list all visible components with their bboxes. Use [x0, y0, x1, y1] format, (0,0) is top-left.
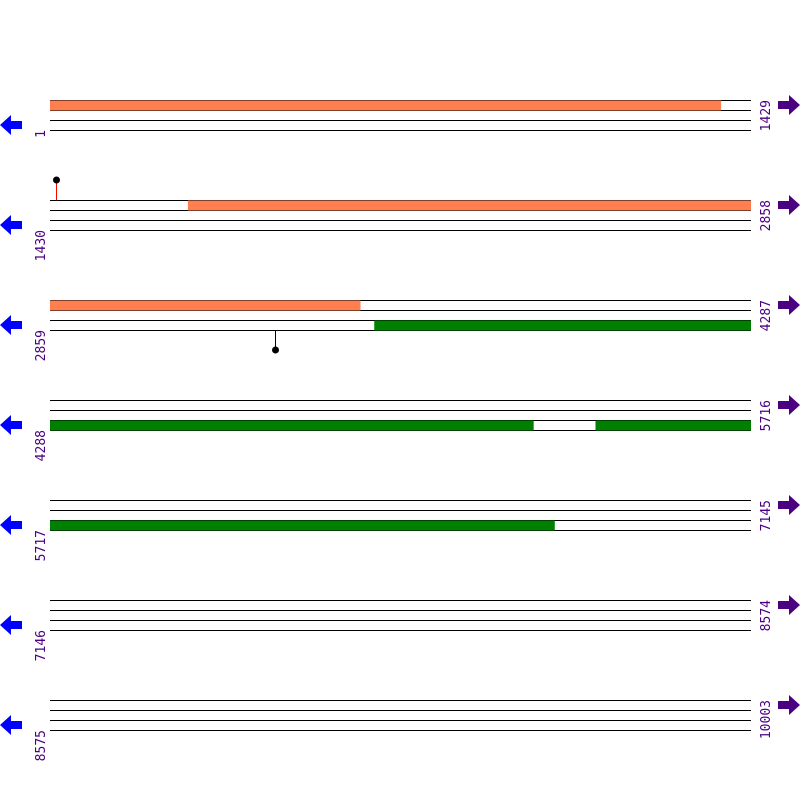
- feature-green-bar: [374, 320, 751, 331]
- arrow-right-icon: [778, 495, 800, 515]
- arrow-right-icon: [778, 695, 800, 715]
- row-end-label: 1429: [759, 100, 774, 131]
- feature-orange-bar: [187, 200, 752, 211]
- feature-orange-bar: [50, 300, 361, 311]
- arrow-right-icon: [778, 295, 800, 315]
- arrow-right-icon: [778, 595, 800, 615]
- row-start-label: 1: [34, 130, 49, 138]
- row-start-label: 1430: [34, 230, 49, 261]
- arrow-left-icon: [0, 415, 22, 435]
- arrow-left-icon: [0, 615, 22, 635]
- row-start-label: 5717: [34, 530, 49, 561]
- arrow-left-icon: [0, 215, 22, 235]
- feature-orange-bar: [50, 100, 722, 111]
- feature-green-bar: [50, 520, 555, 531]
- feature-green-bar: [50, 420, 534, 431]
- marker-dot: [272, 346, 279, 354]
- arrow-right-icon: [778, 395, 800, 415]
- row-start-label: 8575: [34, 730, 49, 761]
- row-end-label: 7145: [759, 500, 774, 531]
- row-end-label: 10003: [759, 700, 774, 739]
- marker-dot: [53, 176, 60, 184]
- row-start-label: 7146: [34, 630, 49, 661]
- arrow-left-icon: [0, 315, 22, 335]
- row-end-label: 5716: [759, 400, 774, 431]
- arrow-left-icon: [0, 515, 22, 535]
- arrow-left-icon: [0, 715, 22, 735]
- row-end-label: 8574: [759, 600, 774, 631]
- row-start-label: 2859: [34, 330, 49, 361]
- arrow-left-icon: [0, 115, 22, 135]
- feature-green-bar: [595, 420, 751, 431]
- arrow-right-icon: [778, 195, 800, 215]
- arrow-right-icon: [778, 95, 800, 115]
- row-end-label: 2858: [759, 200, 774, 231]
- row-end-label: 4287: [759, 300, 774, 331]
- row-start-label: 4288: [34, 430, 49, 461]
